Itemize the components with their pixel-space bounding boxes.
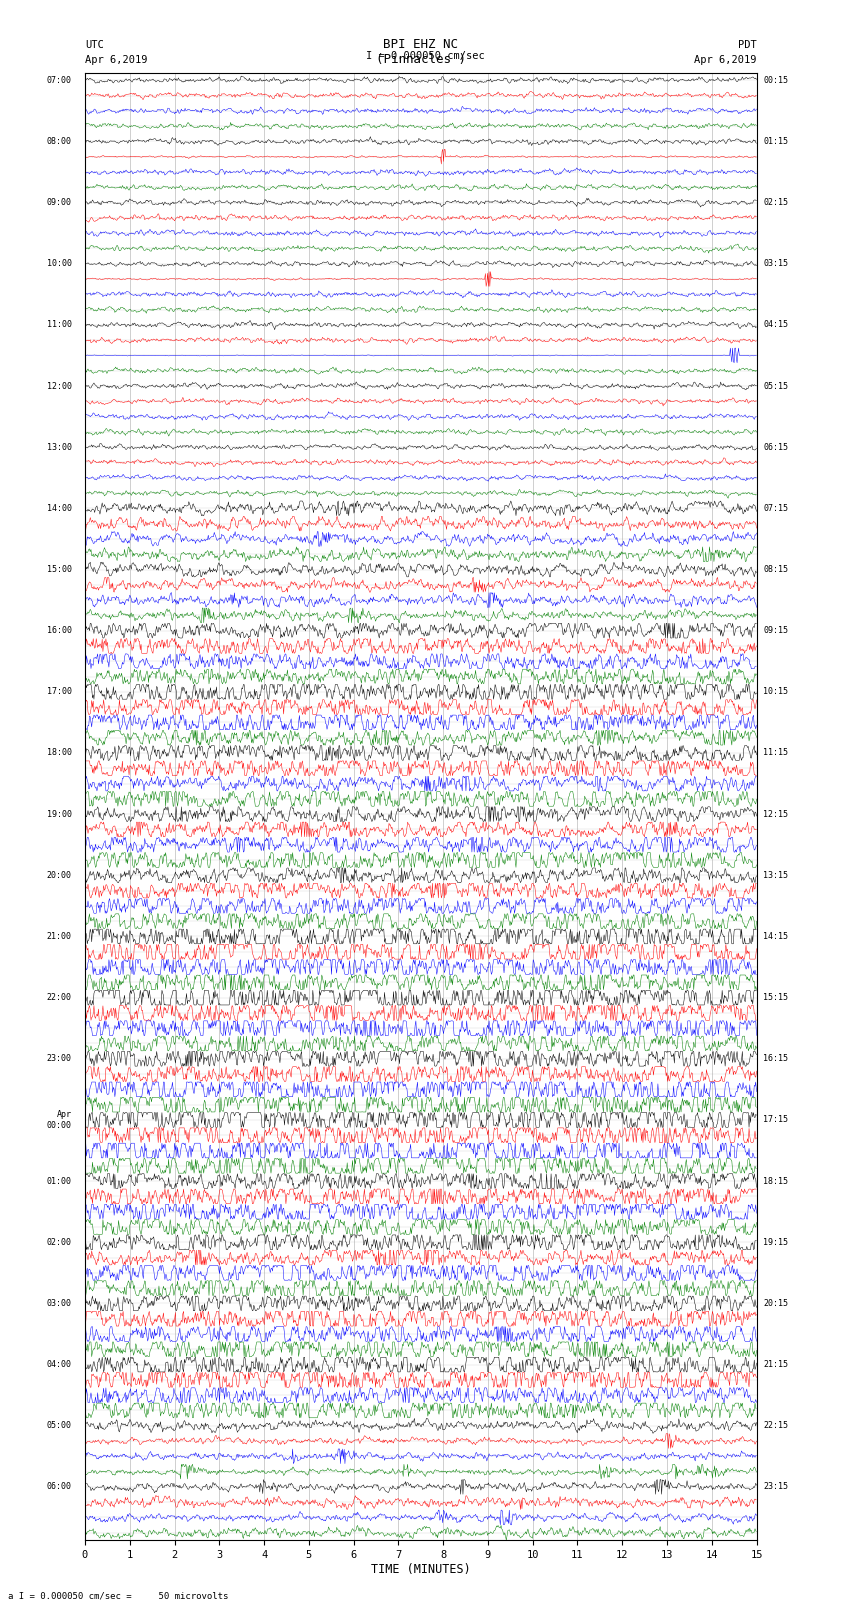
Text: 16:00: 16:00	[47, 626, 71, 636]
Text: a I = 0.000050 cm/sec =     50 microvolts: a I = 0.000050 cm/sec = 50 microvolts	[8, 1590, 229, 1600]
Text: 07:15: 07:15	[763, 503, 788, 513]
Text: 20:15: 20:15	[763, 1298, 788, 1308]
Text: 22:00: 22:00	[47, 994, 71, 1002]
Text: Apr
00:00: Apr 00:00	[47, 1110, 71, 1129]
Text: 06:15: 06:15	[763, 442, 788, 452]
Text: PDT: PDT	[738, 40, 756, 50]
Text: 15:00: 15:00	[47, 565, 71, 574]
Text: 19:15: 19:15	[763, 1237, 788, 1247]
Text: UTC: UTC	[85, 40, 104, 50]
Text: 17:00: 17:00	[47, 687, 71, 697]
Text: 16:15: 16:15	[763, 1055, 788, 1063]
Text: 22:15: 22:15	[763, 1421, 788, 1431]
Text: 02:15: 02:15	[763, 198, 788, 206]
Text: 02:00: 02:00	[47, 1237, 71, 1247]
Text: 08:15: 08:15	[763, 565, 788, 574]
Text: 18:00: 18:00	[47, 748, 71, 758]
Text: 03:15: 03:15	[763, 260, 788, 268]
Text: 14:15: 14:15	[763, 932, 788, 940]
Text: 05:15: 05:15	[763, 382, 788, 390]
Text: 10:00: 10:00	[47, 260, 71, 268]
Text: 01:00: 01:00	[47, 1176, 71, 1186]
Text: 14:00: 14:00	[47, 503, 71, 513]
Text: 15:15: 15:15	[763, 994, 788, 1002]
Text: 23:15: 23:15	[763, 1482, 788, 1492]
Text: 05:00: 05:00	[47, 1421, 71, 1431]
Text: 11:15: 11:15	[763, 748, 788, 758]
Text: 09:00: 09:00	[47, 198, 71, 206]
Title: BPI EHZ NC
(Pinnacles ): BPI EHZ NC (Pinnacles )	[376, 37, 466, 66]
Text: 18:15: 18:15	[763, 1176, 788, 1186]
Text: 03:00: 03:00	[47, 1298, 71, 1308]
Text: 13:00: 13:00	[47, 442, 71, 452]
Text: 21:00: 21:00	[47, 932, 71, 940]
Text: 13:15: 13:15	[763, 871, 788, 879]
Text: Apr 6,2019: Apr 6,2019	[85, 55, 148, 65]
Text: 20:00: 20:00	[47, 871, 71, 879]
Text: 09:15: 09:15	[763, 626, 788, 636]
Text: 00:15: 00:15	[763, 76, 788, 85]
Text: 07:00: 07:00	[47, 76, 71, 85]
Text: 04:15: 04:15	[763, 321, 788, 329]
Text: 23:00: 23:00	[47, 1055, 71, 1063]
Text: I = 0.000050 cm/sec: I = 0.000050 cm/sec	[366, 52, 484, 61]
Text: 08:00: 08:00	[47, 137, 71, 145]
Text: 04:00: 04:00	[47, 1360, 71, 1369]
Text: 11:00: 11:00	[47, 321, 71, 329]
Text: Apr 6,2019: Apr 6,2019	[694, 55, 756, 65]
Text: 12:00: 12:00	[47, 382, 71, 390]
Text: 17:15: 17:15	[763, 1116, 788, 1124]
Text: 21:15: 21:15	[763, 1360, 788, 1369]
Text: 10:15: 10:15	[763, 687, 788, 697]
Text: 19:00: 19:00	[47, 810, 71, 819]
X-axis label: TIME (MINUTES): TIME (MINUTES)	[371, 1563, 471, 1576]
Text: 06:00: 06:00	[47, 1482, 71, 1492]
Text: 12:15: 12:15	[763, 810, 788, 819]
Text: 01:15: 01:15	[763, 137, 788, 145]
